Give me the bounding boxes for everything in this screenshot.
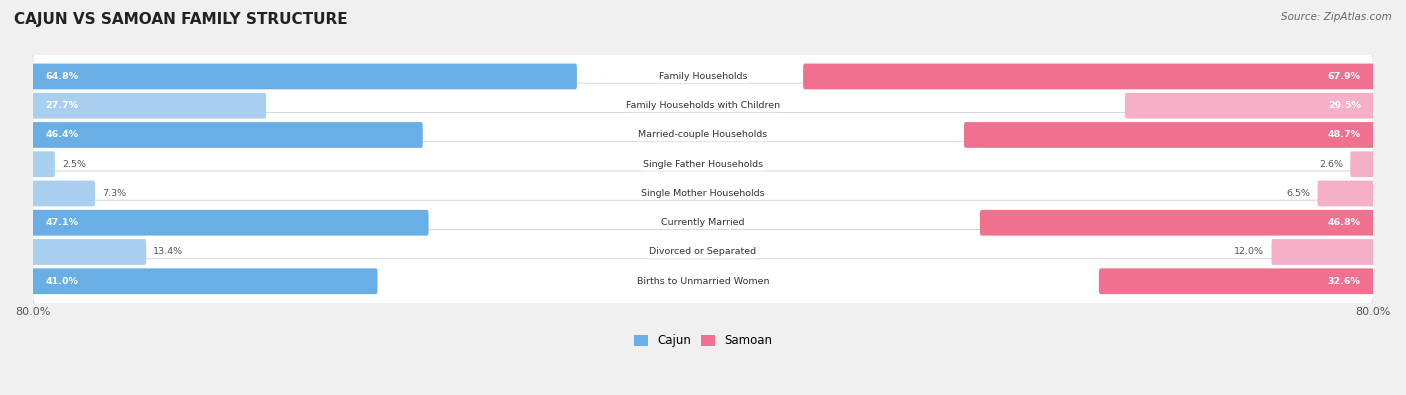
Text: Source: ZipAtlas.com: Source: ZipAtlas.com xyxy=(1281,12,1392,22)
Text: 64.8%: 64.8% xyxy=(45,72,79,81)
FancyBboxPatch shape xyxy=(980,210,1375,235)
Text: Single Mother Households: Single Mother Households xyxy=(641,189,765,198)
FancyBboxPatch shape xyxy=(31,122,423,148)
FancyBboxPatch shape xyxy=(32,229,1374,275)
FancyBboxPatch shape xyxy=(32,259,1374,304)
FancyBboxPatch shape xyxy=(31,93,266,118)
Text: 46.4%: 46.4% xyxy=(45,130,79,139)
Text: 2.6%: 2.6% xyxy=(1319,160,1343,169)
Text: CAJUN VS SAMOAN FAMILY STRUCTURE: CAJUN VS SAMOAN FAMILY STRUCTURE xyxy=(14,12,347,27)
FancyBboxPatch shape xyxy=(31,151,55,177)
FancyBboxPatch shape xyxy=(803,64,1375,89)
Legend: Cajun, Samoan: Cajun, Samoan xyxy=(628,329,778,352)
Text: 13.4%: 13.4% xyxy=(153,248,183,256)
Text: 32.6%: 32.6% xyxy=(1327,277,1361,286)
Text: Family Households: Family Households xyxy=(659,72,747,81)
Text: 46.8%: 46.8% xyxy=(1327,218,1361,227)
Text: 7.3%: 7.3% xyxy=(103,189,127,198)
FancyBboxPatch shape xyxy=(32,83,1374,128)
Text: 47.1%: 47.1% xyxy=(45,218,79,227)
FancyBboxPatch shape xyxy=(32,142,1374,187)
Text: 67.9%: 67.9% xyxy=(1327,72,1361,81)
Text: 27.7%: 27.7% xyxy=(45,101,79,110)
Text: 12.0%: 12.0% xyxy=(1234,248,1264,256)
Text: Births to Unmarried Women: Births to Unmarried Women xyxy=(637,277,769,286)
Text: Divorced or Separated: Divorced or Separated xyxy=(650,248,756,256)
FancyBboxPatch shape xyxy=(965,122,1375,148)
Text: Family Households with Children: Family Households with Children xyxy=(626,101,780,110)
FancyBboxPatch shape xyxy=(31,268,377,294)
FancyBboxPatch shape xyxy=(31,210,429,235)
FancyBboxPatch shape xyxy=(1271,239,1375,265)
FancyBboxPatch shape xyxy=(1350,151,1375,177)
FancyBboxPatch shape xyxy=(31,181,96,206)
Text: 6.5%: 6.5% xyxy=(1286,189,1310,198)
FancyBboxPatch shape xyxy=(32,113,1374,158)
FancyBboxPatch shape xyxy=(1125,93,1375,118)
FancyBboxPatch shape xyxy=(32,200,1374,245)
Text: 29.5%: 29.5% xyxy=(1327,101,1361,110)
Text: 2.5%: 2.5% xyxy=(62,160,86,169)
FancyBboxPatch shape xyxy=(1099,268,1375,294)
Text: Married-couple Households: Married-couple Households xyxy=(638,130,768,139)
FancyBboxPatch shape xyxy=(31,64,576,89)
FancyBboxPatch shape xyxy=(31,239,146,265)
Text: 41.0%: 41.0% xyxy=(45,277,79,286)
FancyBboxPatch shape xyxy=(32,171,1374,216)
Text: Currently Married: Currently Married xyxy=(661,218,745,227)
Text: 48.7%: 48.7% xyxy=(1327,130,1361,139)
Text: Single Father Households: Single Father Households xyxy=(643,160,763,169)
FancyBboxPatch shape xyxy=(1317,181,1375,206)
FancyBboxPatch shape xyxy=(32,54,1374,99)
